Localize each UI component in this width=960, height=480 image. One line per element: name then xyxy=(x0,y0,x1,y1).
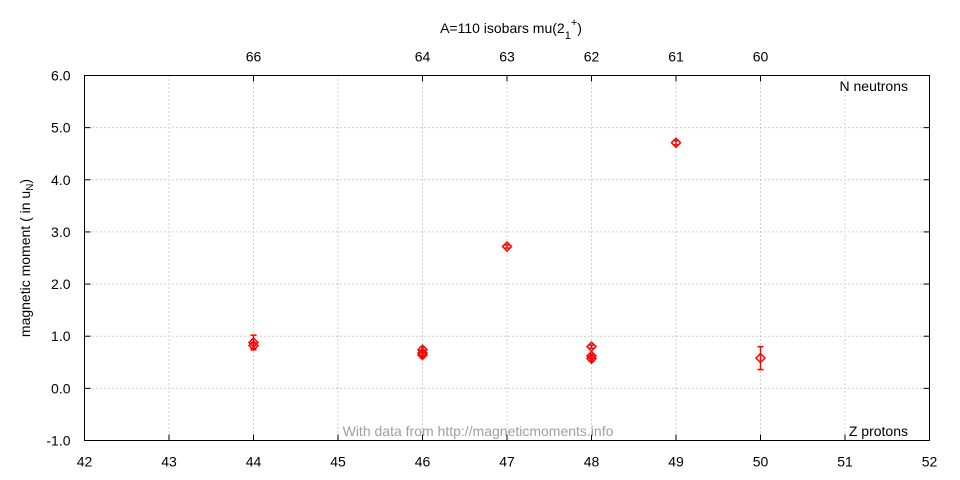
x-tick-label: 44 xyxy=(246,454,262,470)
x-tick-label: 43 xyxy=(161,454,177,470)
x-tick-label: 45 xyxy=(330,454,346,470)
diamond-marker xyxy=(754,352,767,364)
data-points xyxy=(247,137,767,371)
x-tick-label: 42 xyxy=(77,454,93,470)
top-tick-label: 62 xyxy=(584,49,600,65)
x-tick-label: 47 xyxy=(499,454,515,470)
diamond-marker xyxy=(247,340,260,352)
grid xyxy=(84,75,930,441)
y-tick-label: 1.0 xyxy=(51,328,71,344)
x-tick-label: 48 xyxy=(584,454,600,470)
x-tick-label: 49 xyxy=(668,454,684,470)
top-tick-label: 64 xyxy=(415,49,431,65)
diamond-marker xyxy=(670,137,682,149)
y-tick-label: 6.0 xyxy=(51,68,71,84)
y-tick-label: 4.0 xyxy=(51,172,71,188)
y-tick-label: 0.0 xyxy=(51,380,71,396)
x-tick-label: 50 xyxy=(753,454,769,470)
neutrons-label: N neutrons xyxy=(840,78,908,94)
diamond-marker xyxy=(416,349,429,361)
x-tick-label: 46 xyxy=(415,454,431,470)
y-tick-label: 3.0 xyxy=(51,224,71,240)
data-point xyxy=(754,345,767,371)
y-axis-label: magnetic moment ( in uN) xyxy=(17,179,36,337)
tick-labels: 42 43 44 45 46 47 48 49 50 51 52 -1.0 0.0 1.0 2.0 3.0 4.… xyxy=(46,49,937,470)
data-point xyxy=(501,240,513,253)
diamond-marker xyxy=(585,353,598,365)
top-tick-label: 63 xyxy=(499,49,515,65)
protons-label: Z protons xyxy=(849,423,908,439)
x-tick-label: 51 xyxy=(837,454,853,470)
data-point xyxy=(416,349,429,361)
x-tick-label: 52 xyxy=(922,454,938,470)
data-point xyxy=(670,137,682,149)
data-point xyxy=(585,341,598,353)
y-tick-label: 2.0 xyxy=(51,276,71,292)
watermark: With data from http://magneticmoments.in… xyxy=(343,423,614,439)
plot-frame xyxy=(84,75,930,441)
diamond-marker xyxy=(501,240,513,253)
top-tick-label: 60 xyxy=(753,49,769,65)
data-point xyxy=(585,353,598,365)
data-point xyxy=(247,340,260,352)
top-tick-label: 61 xyxy=(668,49,684,65)
chart-title: A=110 isobars mu(21+) xyxy=(440,17,582,42)
y-tick-label: 5.0 xyxy=(51,120,71,136)
axis-ticks xyxy=(84,75,930,441)
y-tick-label: -1.0 xyxy=(46,433,70,449)
top-tick-label: 66 xyxy=(246,49,262,65)
